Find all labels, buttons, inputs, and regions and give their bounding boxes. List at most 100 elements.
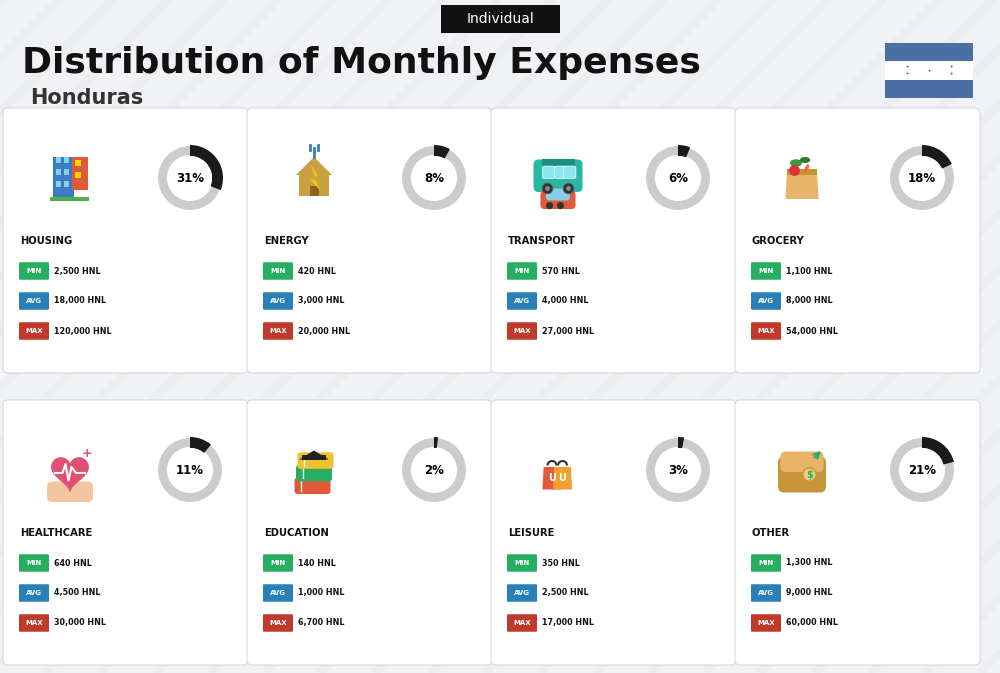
Text: OTHER: OTHER — [752, 528, 790, 538]
Text: MAX: MAX — [757, 328, 775, 334]
Text: 2,500 HNL: 2,500 HNL — [54, 267, 101, 275]
FancyBboxPatch shape — [564, 166, 576, 178]
Circle shape — [803, 468, 816, 481]
Text: MIN: MIN — [270, 268, 286, 274]
Text: 420 HNL: 420 HNL — [298, 267, 336, 275]
Wedge shape — [401, 145, 467, 211]
FancyBboxPatch shape — [507, 555, 537, 572]
FancyBboxPatch shape — [440, 5, 560, 33]
Text: 54,000 HNL: 54,000 HNL — [786, 326, 838, 336]
Text: AVG: AVG — [514, 298, 530, 304]
FancyBboxPatch shape — [19, 555, 49, 572]
Bar — [885, 43, 973, 61]
FancyBboxPatch shape — [19, 262, 49, 280]
Text: MAX: MAX — [25, 620, 43, 626]
Text: 4,500 HNL: 4,500 HNL — [54, 588, 100, 598]
Bar — [50, 197, 89, 201]
Text: 570 HNL: 570 HNL — [542, 267, 580, 275]
Text: 30,000 HNL: 30,000 HNL — [54, 618, 106, 627]
Circle shape — [542, 183, 553, 194]
FancyBboxPatch shape — [735, 108, 980, 373]
Bar — [64, 169, 68, 175]
Text: EDUCATION: EDUCATION — [264, 528, 329, 538]
Text: $: $ — [806, 470, 813, 479]
Wedge shape — [889, 437, 955, 503]
Bar — [885, 61, 973, 79]
Bar — [310, 186, 318, 196]
FancyBboxPatch shape — [263, 292, 293, 310]
Text: U: U — [548, 473, 556, 483]
Circle shape — [557, 202, 564, 209]
Wedge shape — [645, 437, 711, 503]
Text: AVG: AVG — [758, 590, 774, 596]
Circle shape — [412, 448, 456, 492]
FancyBboxPatch shape — [751, 322, 781, 340]
Bar — [56, 157, 61, 163]
Text: Honduras: Honduras — [30, 88, 143, 108]
Text: ENERGY: ENERGY — [264, 236, 309, 246]
Text: MIN: MIN — [514, 560, 530, 566]
Circle shape — [566, 186, 571, 191]
Wedge shape — [401, 437, 467, 503]
Bar — [74, 172, 80, 178]
Polygon shape — [786, 172, 818, 199]
Text: MIN: MIN — [514, 268, 530, 274]
Text: MIN: MIN — [758, 268, 774, 274]
FancyBboxPatch shape — [298, 452, 334, 469]
Text: 4,000 HNL: 4,000 HNL — [542, 297, 588, 306]
Circle shape — [545, 186, 550, 191]
Circle shape — [412, 156, 456, 200]
Text: +: + — [81, 447, 92, 460]
Bar — [53, 157, 74, 199]
FancyBboxPatch shape — [507, 262, 537, 280]
Text: 27,000 HNL: 27,000 HNL — [542, 326, 594, 336]
Polygon shape — [310, 164, 322, 192]
Ellipse shape — [800, 157, 810, 163]
Text: MAX: MAX — [25, 328, 43, 334]
Text: ✦: ✦ — [905, 72, 909, 76]
Text: 18,000 HNL: 18,000 HNL — [54, 297, 106, 306]
Text: 31%: 31% — [176, 172, 204, 184]
FancyBboxPatch shape — [263, 584, 293, 602]
FancyBboxPatch shape — [247, 108, 492, 373]
Text: ✦: ✦ — [905, 65, 909, 69]
FancyBboxPatch shape — [19, 322, 49, 340]
FancyBboxPatch shape — [247, 400, 492, 665]
Text: 1,100 HNL: 1,100 HNL — [786, 267, 832, 275]
FancyBboxPatch shape — [19, 584, 49, 602]
FancyBboxPatch shape — [3, 108, 248, 373]
Polygon shape — [542, 467, 562, 489]
FancyBboxPatch shape — [47, 481, 93, 502]
Ellipse shape — [804, 164, 809, 174]
Circle shape — [656, 156, 700, 200]
Text: 60,000 HNL: 60,000 HNL — [786, 618, 838, 627]
Text: ✦: ✦ — [927, 69, 931, 73]
Text: MAX: MAX — [757, 620, 775, 626]
Text: 640 HNL: 640 HNL — [54, 559, 92, 567]
Text: 6,700 HNL: 6,700 HNL — [298, 618, 344, 627]
Text: ✦: ✦ — [949, 65, 953, 69]
Text: 3,000 HNL: 3,000 HNL — [298, 297, 344, 306]
Text: HOUSING: HOUSING — [20, 236, 72, 246]
Wedge shape — [678, 437, 684, 448]
Text: MAX: MAX — [513, 620, 531, 626]
FancyBboxPatch shape — [507, 322, 537, 340]
Wedge shape — [889, 145, 955, 211]
FancyBboxPatch shape — [778, 456, 826, 493]
FancyBboxPatch shape — [540, 190, 576, 209]
Circle shape — [656, 448, 700, 492]
Text: AVG: AVG — [26, 590, 42, 596]
Bar — [64, 181, 68, 187]
FancyBboxPatch shape — [19, 292, 49, 310]
Text: 11%: 11% — [176, 464, 204, 476]
Text: HEALTHCARE: HEALTHCARE — [20, 528, 92, 538]
Bar — [787, 169, 817, 175]
Bar — [302, 455, 326, 460]
Text: MAX: MAX — [269, 328, 287, 334]
FancyBboxPatch shape — [263, 555, 293, 572]
Wedge shape — [922, 145, 952, 169]
Text: ✦: ✦ — [949, 72, 953, 76]
Text: 20,000 HNL: 20,000 HNL — [298, 326, 350, 336]
Circle shape — [900, 156, 944, 200]
FancyBboxPatch shape — [546, 188, 570, 201]
